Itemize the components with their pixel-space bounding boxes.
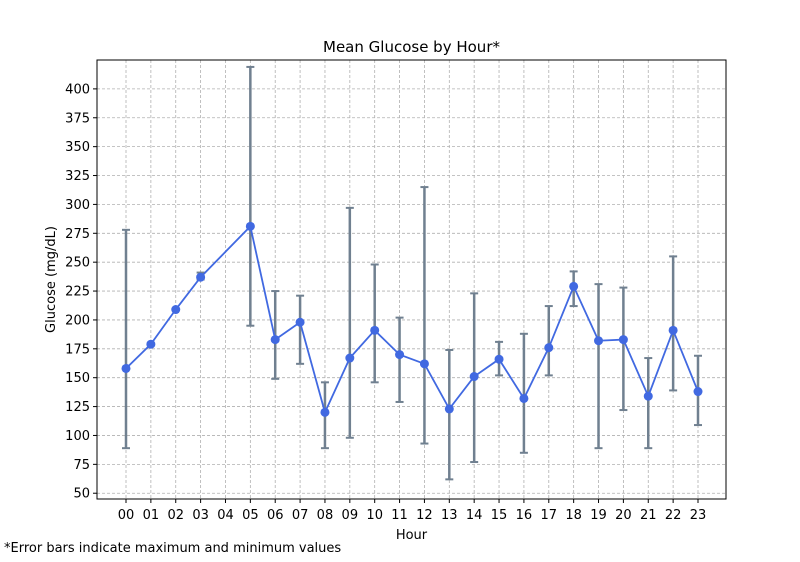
y-tick-label: 350	[65, 140, 90, 155]
data-point	[668, 325, 678, 335]
x-tick-label: 12	[416, 508, 433, 523]
x-tick-label: 13	[441, 508, 458, 523]
x-tick-label: 11	[391, 508, 408, 523]
data-point	[494, 354, 504, 364]
x-tick-label: 18	[565, 508, 582, 523]
x-tick-label: 17	[541, 508, 558, 523]
data-point	[345, 353, 355, 363]
data-point	[519, 393, 529, 403]
plot-frame	[96, 59, 727, 500]
series-line-layer	[125, 224, 699, 415]
data-point	[146, 339, 156, 349]
data-point	[544, 343, 554, 353]
chart-title: Mean Glucose by Hour*	[323, 38, 500, 56]
data-point	[171, 305, 181, 315]
y-tick-label: 325	[65, 169, 90, 184]
data-point	[295, 317, 305, 327]
x-tick-label: 03	[192, 508, 209, 523]
data-points	[121, 221, 703, 417]
x-tick-label: 06	[267, 508, 284, 523]
y-tick-label: 400	[65, 82, 90, 97]
grid	[97, 60, 726, 499]
x-tick-label: 08	[317, 508, 334, 523]
data-point	[121, 363, 131, 373]
x-axis-label: Hour	[396, 528, 428, 543]
x-tick-label: 21	[640, 508, 657, 523]
data-point	[370, 325, 380, 335]
y-tick-label: 125	[65, 400, 90, 415]
y-tick-label: 275	[65, 227, 90, 242]
series-line	[125, 224, 699, 415]
x-tick-label: 23	[690, 508, 707, 523]
data-point	[618, 335, 628, 345]
data-point	[320, 407, 330, 417]
x-tick-label: 04	[217, 508, 234, 523]
data-point	[643, 391, 653, 401]
x-tick-label: 19	[590, 508, 607, 523]
y-tick-label: 375	[65, 111, 90, 126]
data-point	[196, 272, 206, 282]
data-point	[419, 359, 429, 369]
x-tick-label: 10	[366, 508, 383, 523]
data-point	[245, 221, 255, 231]
data-point	[444, 404, 454, 414]
y-tick-label: 175	[65, 342, 90, 357]
error-bars	[122, 65, 702, 481]
data-point	[395, 350, 405, 360]
data-point	[469, 372, 479, 382]
x-tick-label: 00	[118, 508, 135, 523]
y-axis-label: Glucose (mg/dL)	[44, 226, 59, 333]
y-tick-label: 225	[65, 285, 90, 300]
data-point	[594, 336, 604, 346]
x-tick-label: 16	[516, 508, 533, 523]
x-tick-label: 02	[167, 508, 184, 523]
x-tick-label: 09	[342, 508, 359, 523]
y-tick-label: 150	[65, 371, 90, 386]
x-tick-label: 07	[292, 508, 309, 523]
x-tick-label: 14	[466, 508, 483, 523]
x-tick-label: 05	[242, 508, 259, 523]
y-axis-ticks: 50 75 100 125 150 175 200 225 250 275 300 325 350 375…	[65, 82, 97, 502]
x-tick-label: 15	[491, 508, 508, 523]
y-tick-label: 75	[73, 458, 90, 473]
footnote: *Error bars indicate maximum and minimum…	[4, 541, 342, 556]
data-point	[270, 335, 280, 345]
y-tick-label: 250	[65, 256, 90, 271]
data-point	[693, 387, 703, 397]
y-tick-label: 100	[65, 429, 90, 444]
y-tick-label: 200	[65, 313, 90, 328]
x-tick-label: 01	[143, 508, 160, 523]
x-axis-ticks: 00 01 02 03 04 05 06 07 08 09 10 11 12 13 14 15 16 17 18 19…	[118, 499, 707, 523]
x-tick-label: 20	[615, 508, 632, 523]
x-tick-label: 22	[665, 508, 682, 523]
y-tick-label: 300	[65, 198, 90, 213]
data-point	[569, 281, 579, 291]
y-tick-label: 50	[73, 487, 90, 502]
